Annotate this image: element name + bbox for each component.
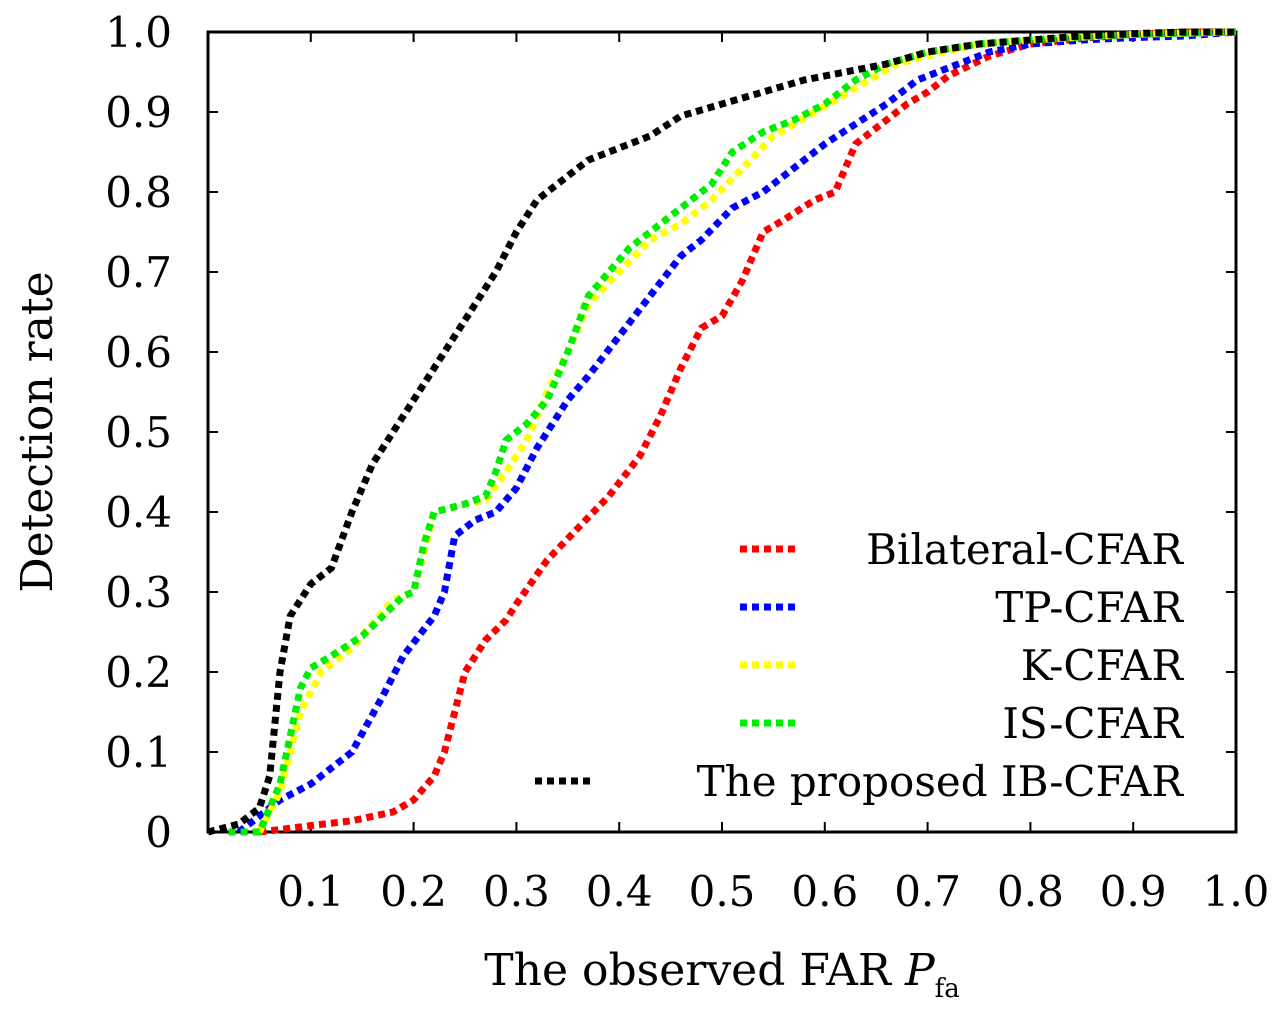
x-tick-label: 0.8 (997, 867, 1064, 916)
x-tick-label: 0.6 (791, 867, 858, 916)
x-tick-label: 0.5 (689, 867, 756, 916)
legend-label: TP-CFAR (995, 583, 1184, 632)
x-tick-label: 0.9 (1100, 867, 1167, 916)
y-tick-label: 0.1 (105, 728, 172, 777)
y-tick-label: 0.9 (105, 88, 172, 137)
legend-label: K-CFAR (1021, 641, 1184, 690)
y-axis-label: Detection rate (12, 271, 63, 592)
y-tick-label: 0.6 (105, 328, 172, 377)
y-tick-label: 0.7 (105, 248, 172, 297)
x-tick-label: 0.2 (380, 867, 447, 916)
y-tick-label: 0.8 (105, 168, 172, 217)
series-line-is-cfar (228, 28, 1237, 836)
legend-label: Bilateral-CFAR (866, 525, 1184, 574)
x-tick-label: 0.7 (894, 867, 961, 916)
y-tick-label: 0.2 (105, 648, 172, 697)
y-tick-label: 0.5 (105, 408, 172, 457)
y-tick-label: 0.3 (105, 568, 172, 617)
legend: Bilateral-CFAR TP-CFAR K-CFAR IS-CFAR The pr… (535, 525, 1184, 806)
x-tick-label: 0.1 (277, 867, 344, 916)
legend-label: IS-CFAR (1002, 699, 1184, 748)
x-tick-label: 1.0 (1203, 867, 1270, 916)
y-tick-label: 0 (145, 808, 172, 857)
series-line-the-proposed-ib-cfar (207, 28, 1236, 836)
x-axis-label-text: The observed FAR (484, 945, 905, 996)
series-lines (207, 28, 1237, 836)
y-tick-label: 0.4 (105, 488, 172, 537)
axis-ticks: 0.1 0.2 0.3 0.4 0.5 0.6 0.7 0.8 0.9 1.0 0 0.1 0.2 0.3… (105, 8, 1269, 916)
x-tick-label: 0.4 (586, 867, 653, 916)
x-axis-label-subscript: fa (935, 974, 960, 1004)
x-tick-label: 0.3 (483, 867, 550, 916)
legend-label: The proposed IB-CFAR (697, 757, 1185, 806)
x-axis-label: The observed FAR Pfa (484, 945, 959, 1004)
series-line-bilateral-cfar (258, 28, 1236, 836)
x-axis-label-symbol: P (904, 945, 936, 996)
y-tick-label: 1.0 (105, 8, 172, 57)
